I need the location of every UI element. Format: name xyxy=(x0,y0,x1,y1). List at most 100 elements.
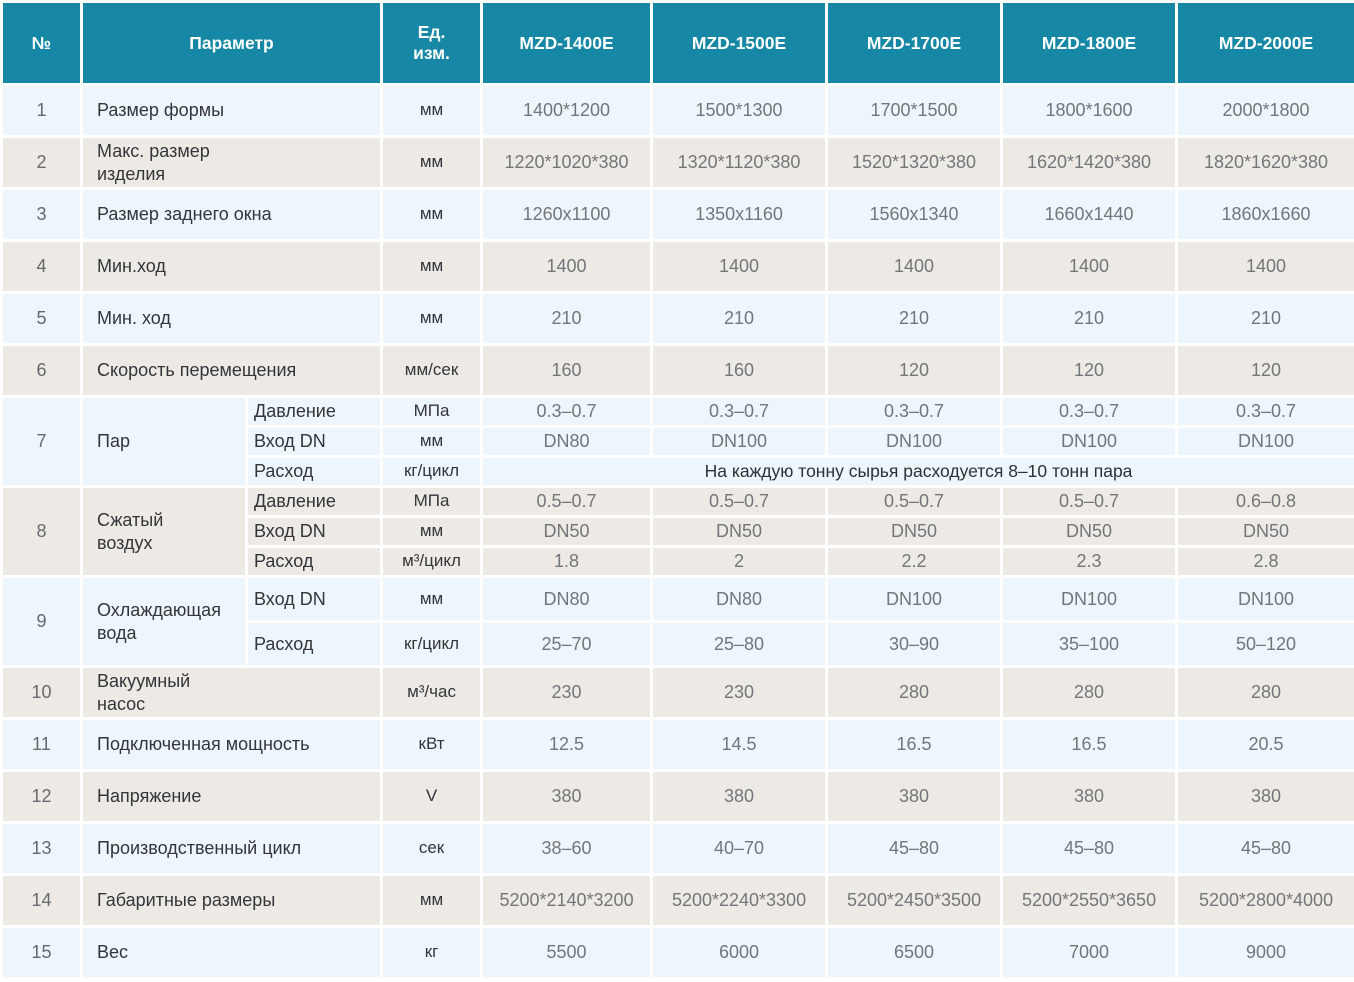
cell-value: 1520*1320*380 xyxy=(828,138,1001,187)
table-row: 3 Размер заднего окна мм 1260x1100 1350x… xyxy=(3,190,1354,239)
table-row: 4 Мин.ход мм 1400 1400 1400 1400 1400 xyxy=(3,242,1354,291)
cell-value: 0.5–0.7 xyxy=(483,488,651,515)
subparam-name: Давление xyxy=(248,488,381,515)
unit: мм xyxy=(383,294,481,343)
param-name: Вакуумный насос xyxy=(83,668,381,717)
cell-value: 230 xyxy=(653,668,826,717)
cell-value: 1820*1620*380 xyxy=(1178,138,1354,187)
table-row: Вход DN мм DN80 DN100 DN100 DN100 DN100 xyxy=(3,428,1354,455)
table-row: Расход кг/цикл 25–70 25–80 30–90 35–100 … xyxy=(3,623,1354,665)
cell-value: 20.5 xyxy=(1178,720,1354,769)
param-name: Сжатый воздух xyxy=(83,488,245,575)
table-row: 10 Вакуумный насос м³/час 230 230 280 28… xyxy=(3,668,1354,717)
row-number: 6 xyxy=(3,346,80,395)
header-param: Параметр xyxy=(83,3,381,83)
cell-value: 5500 xyxy=(483,928,651,977)
cell-value: 0.5–0.7 xyxy=(1003,488,1176,515)
row-number: 11 xyxy=(3,720,80,769)
cell-value: 1.8 xyxy=(483,548,651,575)
cell-value: 380 xyxy=(483,772,651,821)
cell-value: 1400 xyxy=(483,242,651,291)
cell-value: 5200*2140*3200 xyxy=(483,876,651,925)
cell-value: DN100 xyxy=(1003,428,1176,455)
cell-value: 160 xyxy=(483,346,651,395)
header-row: № Параметр Ед. изм. MZD-1400E MZD-1500E … xyxy=(3,3,1354,83)
table-row: 11 Подключенная мощность кВт 12.5 14.5 1… xyxy=(3,720,1354,769)
row-number: 4 xyxy=(3,242,80,291)
cell-value: 5200*2450*3500 xyxy=(828,876,1001,925)
cell-value: 0.5–0.7 xyxy=(653,488,826,515)
cell-value: 210 xyxy=(1003,294,1176,343)
cell-value: DN100 xyxy=(1178,578,1354,620)
cell-value: 120 xyxy=(1178,346,1354,395)
cell-value: 1560x1340 xyxy=(828,190,1001,239)
cell-value: DN80 xyxy=(483,428,651,455)
cell-value: 7000 xyxy=(1003,928,1176,977)
table-row: 6 Скорость перемещения мм/сек 160 160 12… xyxy=(3,346,1354,395)
subparam-name: Расход xyxy=(248,548,381,575)
cell-value: 9000 xyxy=(1178,928,1354,977)
unit: кг/цикл xyxy=(383,623,481,665)
subparam-name: Вход DN xyxy=(248,428,381,455)
cell-value: DN100 xyxy=(653,428,826,455)
cell-value: DN100 xyxy=(1003,578,1176,620)
cell-value: 120 xyxy=(1003,346,1176,395)
cell-value: 1400 xyxy=(653,242,826,291)
cell-value: DN100 xyxy=(828,428,1001,455)
cell-value: 1800*1600 xyxy=(1003,86,1176,135)
cell-value: 380 xyxy=(653,772,826,821)
cell-value: 0.3–0.7 xyxy=(828,398,1001,425)
merged-note: На каждую тонну сырья расходуется 8–10 т… xyxy=(483,458,1354,485)
cell-value: 2.2 xyxy=(828,548,1001,575)
cell-value: 1400 xyxy=(828,242,1001,291)
unit: сек xyxy=(383,824,481,873)
subparam-name: Расход xyxy=(248,458,381,485)
row-number: 2 xyxy=(3,138,80,187)
cell-value: DN100 xyxy=(828,578,1001,620)
cell-value: 2.3 xyxy=(1003,548,1176,575)
cell-value: 35–100 xyxy=(1003,623,1176,665)
cell-value: 5200*2240*3300 xyxy=(653,876,826,925)
unit: мм xyxy=(383,428,481,455)
subparam-name: Вход DN xyxy=(248,578,381,620)
cell-value: 50–120 xyxy=(1178,623,1354,665)
unit: мм xyxy=(383,242,481,291)
unit: МПа xyxy=(383,398,481,425)
cell-value: 380 xyxy=(1178,772,1354,821)
unit: кг/цикл xyxy=(383,458,481,485)
cell-value: DN50 xyxy=(828,518,1001,545)
cell-value: DN100 xyxy=(1178,428,1354,455)
cell-value: 280 xyxy=(1178,668,1354,717)
cell-value: 210 xyxy=(483,294,651,343)
table-row: Расход кг/цикл На каждую тонну сырья рас… xyxy=(3,458,1354,485)
cell-value: 1860x1660 xyxy=(1178,190,1354,239)
row-number: 1 xyxy=(3,86,80,135)
cell-value: 14.5 xyxy=(653,720,826,769)
unit: мм xyxy=(383,138,481,187)
cell-value: 5200*2800*4000 xyxy=(1178,876,1354,925)
unit: кг xyxy=(383,928,481,977)
row-number: 12 xyxy=(3,772,80,821)
cell-value: DN80 xyxy=(483,578,651,620)
cell-value: 1260x1100 xyxy=(483,190,651,239)
table-row: 14 Габаритные размеры мм 5200*2140*3200 … xyxy=(3,876,1354,925)
cell-value: 210 xyxy=(828,294,1001,343)
cell-value: 230 xyxy=(483,668,651,717)
cell-value: 12.5 xyxy=(483,720,651,769)
cell-value: 25–70 xyxy=(483,623,651,665)
header-model-mzd-2000e: MZD-2000E xyxy=(1178,3,1354,83)
param-name: Напряжение xyxy=(83,772,381,821)
header-model-mzd-1700e: MZD-1700E xyxy=(828,3,1001,83)
cell-value: 0.6–0.8 xyxy=(1178,488,1354,515)
row-number: 5 xyxy=(3,294,80,343)
cell-value: 25–80 xyxy=(653,623,826,665)
cell-value: 30–90 xyxy=(828,623,1001,665)
param-name: Производственный цикл xyxy=(83,824,381,873)
subparam-name: Расход xyxy=(248,623,381,665)
cell-value: 40–70 xyxy=(653,824,826,873)
param-name: Подключенная мощность xyxy=(83,720,381,769)
cell-value: 380 xyxy=(1003,772,1176,821)
cell-value: 0.3–0.7 xyxy=(1178,398,1354,425)
subparam-name: Давление xyxy=(248,398,381,425)
